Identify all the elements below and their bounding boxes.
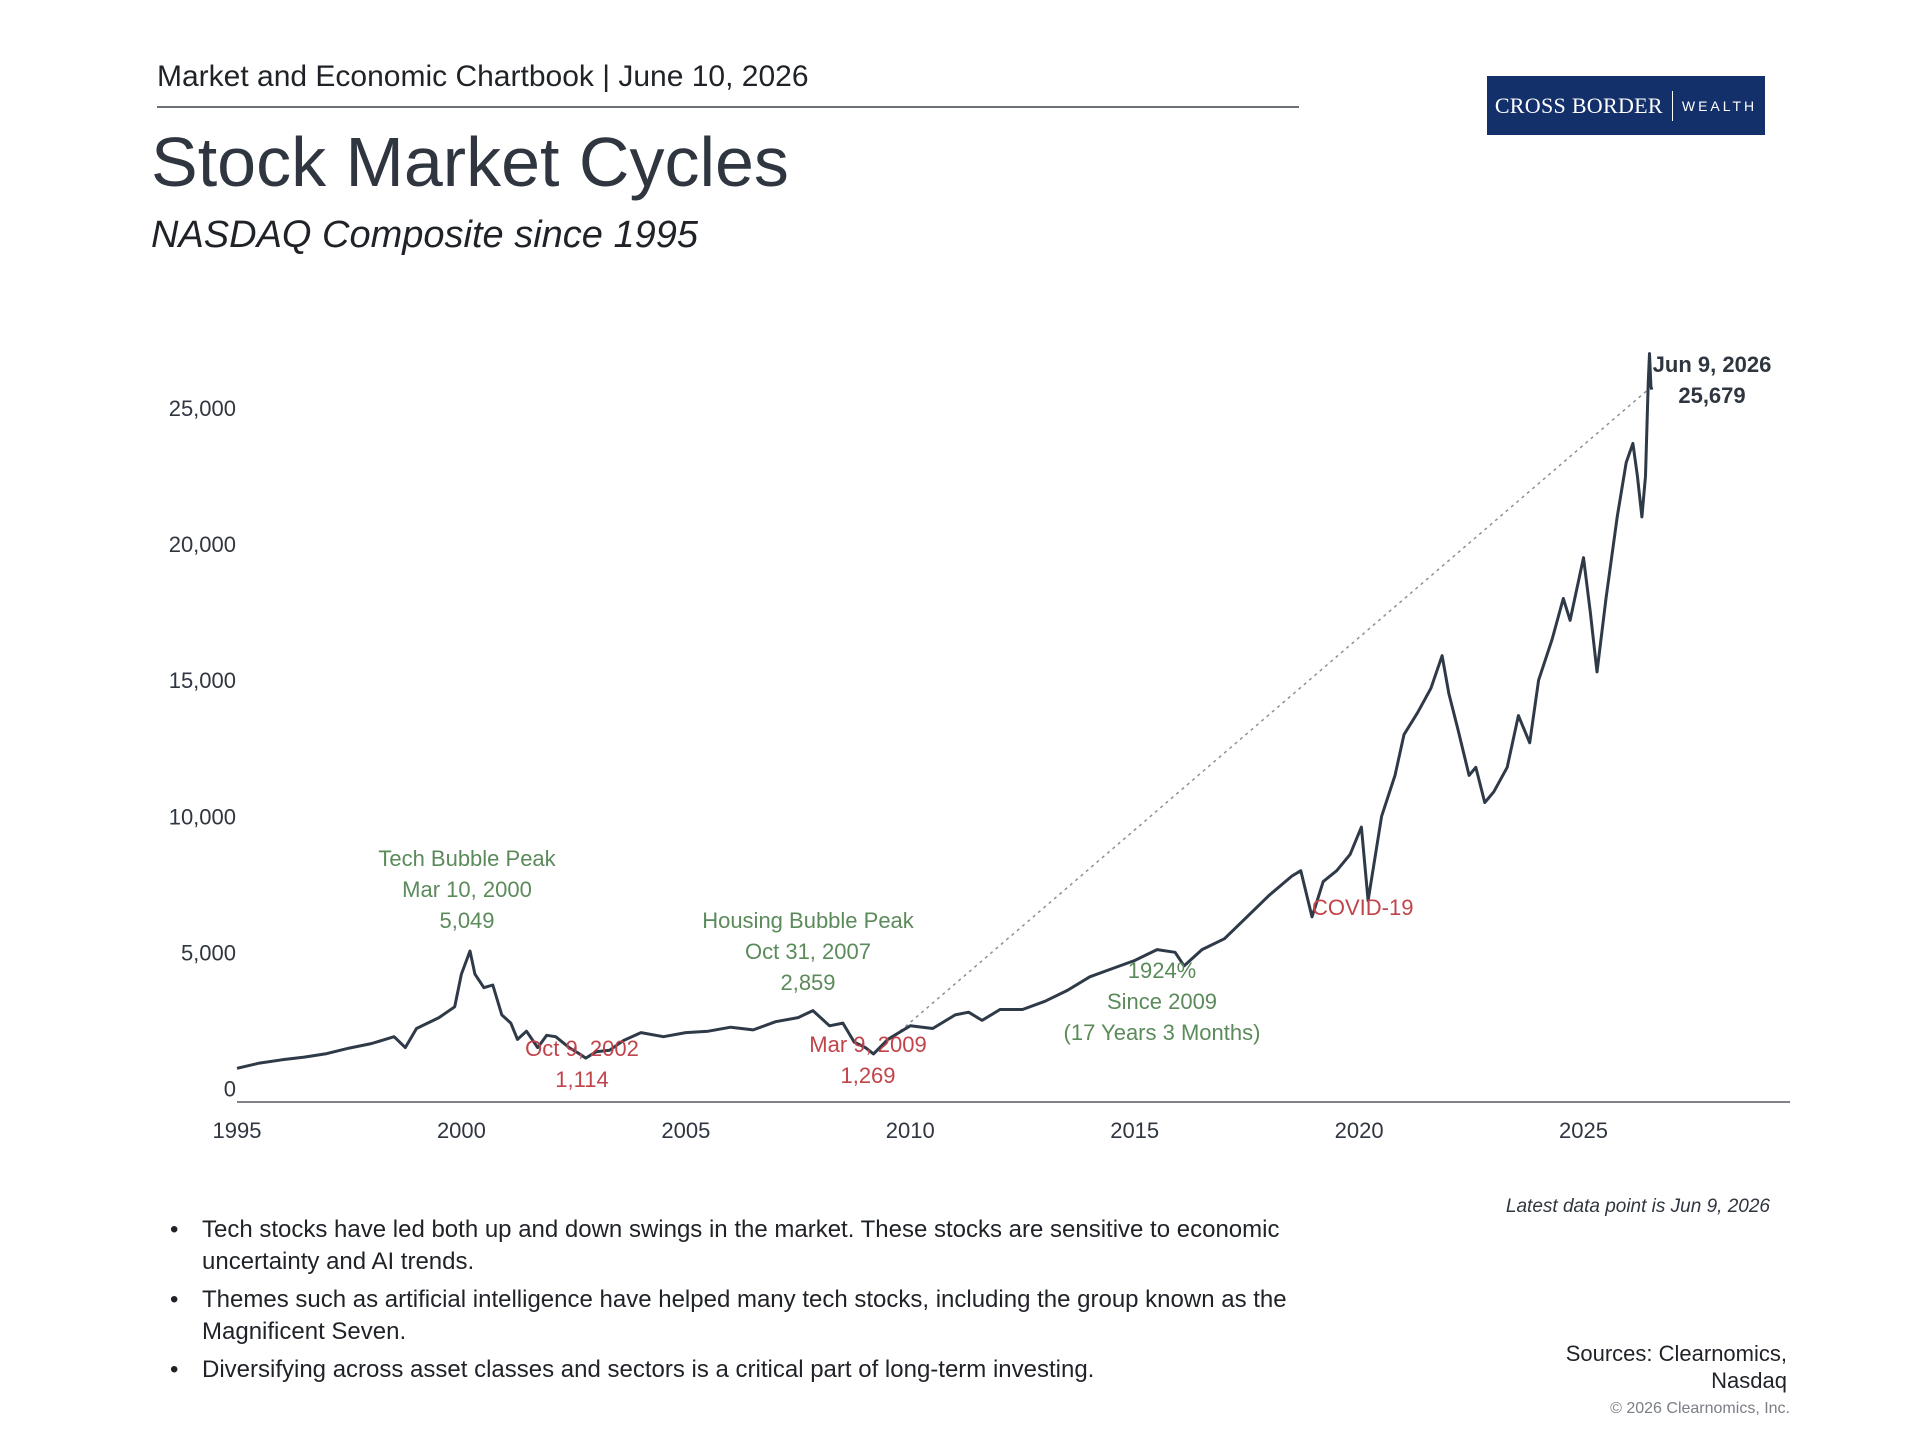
annotation-peak-label: Tech Bubble Peak	[378, 846, 556, 871]
y-tick-label: 15,000	[169, 668, 236, 693]
trend-line	[872, 388, 1649, 1055]
sources-line: Nasdaq	[1711, 1368, 1787, 1393]
annotation-latest-label: Jun 9, 2026	[1653, 352, 1772, 377]
y-tick-label: 5,000	[181, 940, 236, 965]
annotation-latest-label: 25,679	[1678, 383, 1745, 408]
annotation-gain-label: 1924%	[1128, 958, 1197, 983]
bullet-list: Tech stocks have led both up and down sw…	[170, 1214, 1370, 1392]
annotation-peak-label: Housing Bubble Peak	[702, 908, 915, 933]
y-tick-label: 20,000	[169, 532, 236, 557]
sources-line: Sources: Clearnomics,	[1565, 1341, 1787, 1366]
logo-separator	[1671, 90, 1673, 121]
x-tick-label: 2025	[1559, 1118, 1608, 1143]
brand-logo: CROSS BORDER WEALTH	[1487, 76, 1765, 135]
y-tick-label: 25,000	[169, 396, 236, 421]
annotation-gain-label: (17 Years 3 Months)	[1064, 1020, 1261, 1045]
x-tick-label: 2005	[661, 1118, 710, 1143]
annotation-peak-label: Mar 10, 2000	[402, 877, 532, 902]
annotation-trough-label: 1,269	[840, 1063, 895, 1088]
annotation-trough-label: Mar 9, 2009	[809, 1032, 926, 1057]
page-subtitle: NASDAQ Composite since 1995	[151, 214, 699, 256]
sources-note: Sources: Clearnomics, Nasdaq	[1500, 1340, 1787, 1394]
header-divider	[157, 106, 1299, 108]
bullet-item: Tech stocks have led both up and down sw…	[170, 1214, 1370, 1278]
logo-main-text: CROSS BORDER	[1494, 92, 1663, 118]
annotation-peak-label: Oct 31, 2007	[745, 939, 871, 964]
annotation-trough-label: 1,114	[555, 1067, 608, 1092]
logo-sub-text: WEALTH	[1681, 97, 1758, 114]
copyright-note: © 2026 Clearnomics, Inc.	[1610, 1400, 1790, 1417]
annotation-trough-label: Oct 9, 2002	[525, 1036, 639, 1061]
y-tick-label: 10,000	[169, 804, 236, 829]
chartbook-header: Market and Economic Chartbook | June 10,…	[157, 60, 809, 93]
annotation-peak-label: 2,859	[780, 970, 835, 995]
x-tick-label: 1995	[213, 1118, 262, 1143]
annotation-event-label: COVID-19	[1312, 895, 1413, 920]
latest-data-note: Latest data point is Jun 9, 2026	[1505, 1196, 1770, 1217]
bullet-item: Themes such as artificial intelligence h…	[170, 1284, 1370, 1348]
nasdaq-series-line	[236, 352, 1654, 1070]
x-tick-label: 2020	[1335, 1118, 1384, 1143]
bullet-item: Diversifying across asset classes and se…	[170, 1354, 1370, 1386]
x-tick-label: 2000	[437, 1118, 486, 1143]
page-title: Stock Market Cycles	[151, 123, 789, 201]
annotation-gain-label: Since 2009	[1107, 989, 1217, 1014]
annotation-peak-label: 5,049	[439, 908, 494, 933]
x-tick-label: 2010	[886, 1118, 935, 1143]
y-tick-label: 0	[224, 1076, 236, 1101]
x-tick-label: 2015	[1110, 1118, 1159, 1143]
